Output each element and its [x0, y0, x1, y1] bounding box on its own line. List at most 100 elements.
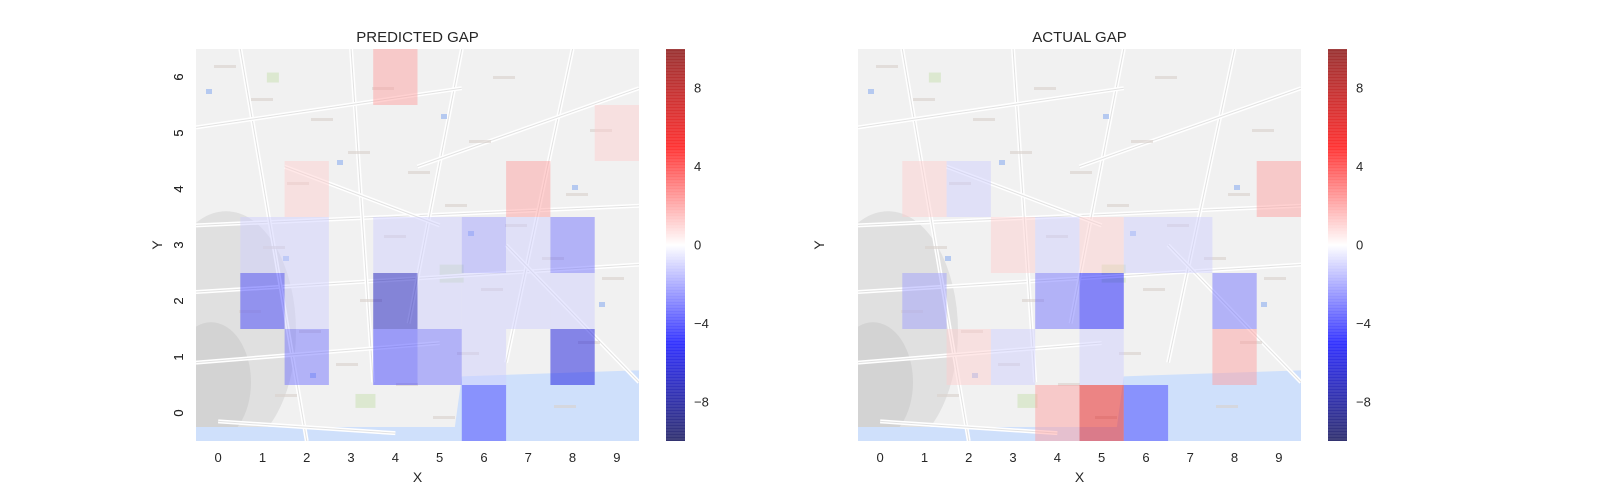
- x-tick-label: 5: [436, 450, 443, 465]
- heatmap-cell: [506, 273, 551, 329]
- heatmap-cell: [902, 273, 947, 329]
- x-tick-label: 8: [569, 450, 576, 465]
- x-tick-label: 8: [1231, 450, 1238, 465]
- x-tick-label: 7: [1187, 450, 1194, 465]
- y-tick-label: 4: [171, 185, 186, 192]
- colorbar-tick-label: 8: [1356, 81, 1363, 96]
- x-tick-label: 1: [921, 450, 928, 465]
- heatmap-cell: [1168, 217, 1213, 273]
- heatmap-cell: [373, 217, 418, 273]
- heatmap-cell: [373, 49, 418, 105]
- heatmap-cell: [990, 329, 1036, 385]
- colorbar-tick-label: −8: [694, 394, 709, 409]
- x-tick-label: 4: [392, 450, 399, 465]
- x-tick-label: 2: [965, 450, 972, 465]
- heatmap-cell: [550, 329, 595, 385]
- y-tick-label: 0: [171, 409, 186, 416]
- colorbar-tick-label: 0: [694, 238, 701, 253]
- heatmap-cell: [461, 385, 507, 441]
- heatmap-cell: [417, 217, 462, 273]
- y-tick-label: 1: [171, 353, 186, 360]
- heatmap-cell: [373, 273, 418, 329]
- heatmap-cell: [1123, 385, 1169, 441]
- y-tick-label: 6: [171, 73, 186, 80]
- heatmap-cell: [902, 161, 947, 217]
- x-tick-label: 3: [1009, 450, 1016, 465]
- x-tick-label: 4: [1054, 450, 1061, 465]
- heatmap-cell: [506, 217, 551, 273]
- heatmap-cell: [461, 273, 507, 329]
- x-tick-label: 0: [877, 450, 884, 465]
- heatmap-cell: [1035, 273, 1080, 329]
- map-background: [858, 49, 1301, 441]
- colorbar: [666, 49, 685, 441]
- heatmap-cell: [417, 273, 462, 329]
- heatmap-cell: [284, 273, 329, 329]
- x-axis-label: X: [1075, 469, 1085, 485]
- y-axis-label: Y: [149, 240, 165, 250]
- colorbar-tick-label: −4: [1356, 316, 1371, 331]
- heatmap-cell: [506, 161, 551, 217]
- y-tick-label: 5: [171, 129, 186, 136]
- y-tick-label: 3: [171, 241, 186, 248]
- x-tick-label: 0: [215, 450, 222, 465]
- heatmap-cell: [550, 217, 595, 273]
- heatmap-cell: [1079, 273, 1124, 329]
- heatmap-cells: [240, 49, 639, 441]
- x-tick-label: 2: [303, 450, 310, 465]
- chart-title: ACTUAL GAP: [1032, 29, 1126, 46]
- heatmap-cell: [1079, 329, 1124, 385]
- heatmap-cell: [1212, 273, 1257, 329]
- map-background: [196, 49, 639, 441]
- heatmap-cell: [946, 161, 991, 217]
- y-tick-label: 4: [171, 185, 186, 192]
- y-tick-label: 3: [171, 241, 186, 248]
- y-tick-label: 1: [171, 353, 186, 360]
- colorbar-tick-label: 8: [694, 81, 701, 96]
- heatmap-cell: [461, 217, 507, 273]
- heatmap-cell: [1035, 217, 1080, 273]
- y-tick-label: 6: [171, 73, 186, 80]
- y-tick-label: 0: [171, 409, 186, 416]
- x-tick-label: 9: [1275, 450, 1282, 465]
- y-tick-label: 2: [171, 297, 186, 304]
- heatmap-cell: [1123, 217, 1169, 273]
- heatmap-cell: [240, 273, 285, 329]
- colorbar-tick-label: 4: [694, 159, 701, 174]
- colorbar-tick-label: −8: [1356, 394, 1371, 409]
- x-tick-label: 1: [259, 450, 266, 465]
- y-axis-label: Y: [811, 240, 827, 250]
- colorbar-tick-label: 0: [1356, 238, 1363, 253]
- heatmap-cell: [240, 217, 285, 273]
- heatmap-cell: [990, 217, 1036, 273]
- heatmap-cell: [284, 161, 329, 217]
- heatmap-cell: [417, 329, 462, 385]
- x-tick-label: 7: [525, 450, 532, 465]
- heatmap-cell: [284, 217, 329, 273]
- y-tick-label: 5: [171, 129, 186, 136]
- x-tick-label: 3: [347, 450, 354, 465]
- actual-gap-panel: ACTUAL GAP 0 1 2 3 4 5 6 7 8 9 0 1 2 3 4 5 6 X Y 8 4 0 −4 −8: [171, 29, 1371, 485]
- heatmap-cell: [373, 329, 418, 385]
- heatmap-cells: [902, 161, 1301, 441]
- heatmap-cell: [1035, 385, 1080, 441]
- predicted-gap-panel: PREDICTED GAP 0 1 2 3 4 5 6 7 8 9 0 1 2 3 4 5 6 X Y 8 4 0 −4 −8: [149, 29, 709, 485]
- heatmap-cell: [1212, 329, 1257, 385]
- heatmap-cell: [1256, 161, 1301, 217]
- heatmap-cell: [594, 105, 639, 161]
- colorbar-tick-label: −4: [694, 316, 709, 331]
- x-tick-label: 6: [480, 450, 487, 465]
- y-tick-label: 2: [171, 297, 186, 304]
- x-tick-label: 9: [613, 450, 620, 465]
- chart-title: PREDICTED GAP: [356, 29, 479, 46]
- heatmap-cell: [550, 273, 595, 329]
- colorbar-tick-label: 4: [1356, 159, 1363, 174]
- heatmap-cell: [1079, 217, 1124, 273]
- colorbar: [1328, 49, 1347, 441]
- x-axis-label: X: [413, 469, 423, 485]
- heatmap-cell: [946, 329, 991, 385]
- x-tick-label: 5: [1098, 450, 1105, 465]
- heatmap-cell: [461, 329, 507, 385]
- heatmap-cell: [1079, 385, 1124, 441]
